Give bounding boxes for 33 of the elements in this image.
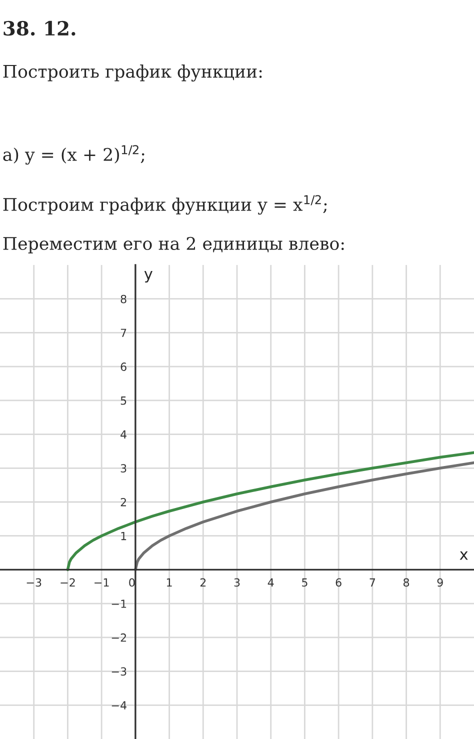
- text: Построим график функции y = x$^{1/2}$;: [3, 195, 327, 215]
- y-tick-label: 8: [120, 294, 126, 304]
- y-tick-label: −1: [112, 600, 126, 608]
- chart-subtitle: Построить график функции:: [3, 64, 262, 82]
- y-axis-title: y: [144, 271, 152, 283]
- x-tick-label: 9: [437, 578, 443, 587]
- chart-title: 38. 12.: [4, 20, 76, 36]
- y-tick-label: 3: [120, 464, 126, 473]
- y-tick-label: 7: [120, 328, 126, 337]
- x-tick-label: 3: [234, 578, 240, 587]
- x-tick-label: −3: [26, 578, 42, 587]
- y-tick-label: −3: [112, 667, 126, 676]
- y-tick-label: 4: [120, 430, 126, 439]
- x-axis-title: x: [460, 551, 468, 560]
- text: Переместим его на 2 единицы влево:: [3, 236, 344, 254]
- y-tick-label: 2: [120, 498, 126, 506]
- x-tick-label: 4: [268, 578, 274, 586]
- y-tick-label: −4: [112, 701, 126, 710]
- line-series: [66, 451, 474, 572]
- y-tick-label: −2: [112, 633, 126, 642]
- x-tick-label: 6: [336, 578, 342, 587]
- x-tick-label: 8: [404, 578, 410, 587]
- line-series: [134, 461, 474, 572]
- y-tick-label: 1: [121, 532, 126, 540]
- x-tick-label: −2: [60, 578, 75, 586]
- y-tick-label: 6: [120, 362, 126, 371]
- y-tick-label: 5: [120, 396, 126, 405]
- x-tick-label: −1: [94, 578, 109, 586]
- x-tick-label: 2: [200, 578, 206, 586]
- x-tick-label: 1: [166, 578, 172, 586]
- x-tick-label: 5: [302, 578, 308, 587]
- text: а) y = (x + 2)$^{1/2}$;: [3, 145, 144, 165]
- x-tick-label: 7: [370, 578, 376, 586]
